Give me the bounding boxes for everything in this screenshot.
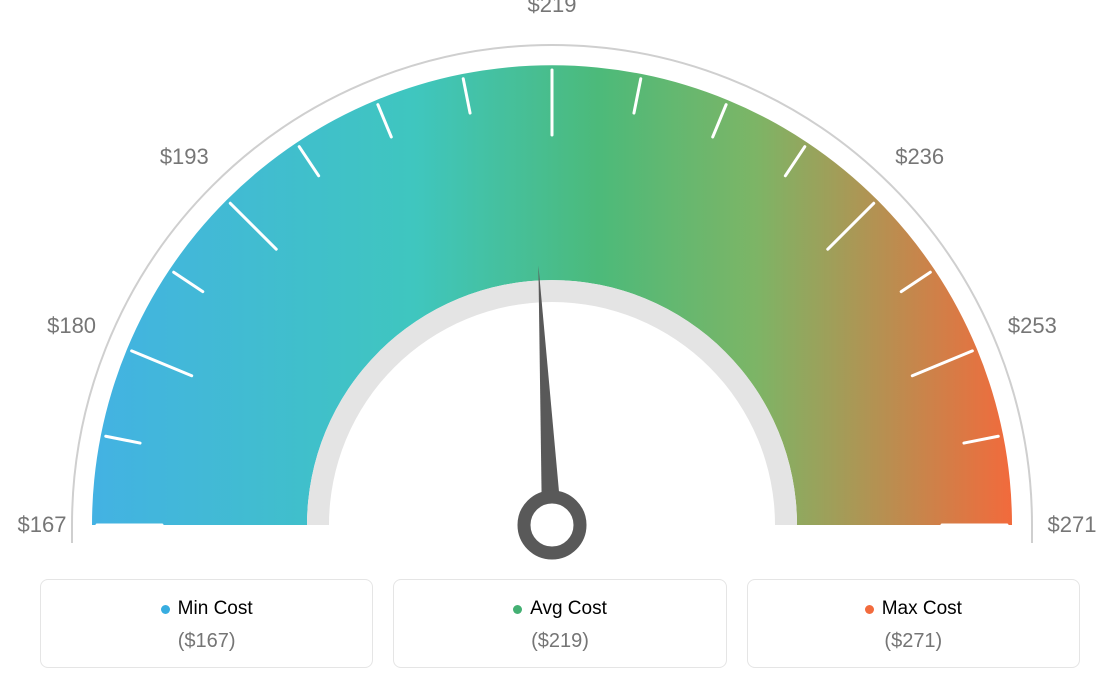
gauge-tick-label: $236: [895, 144, 944, 170]
legend-dot-max: [865, 605, 874, 614]
legend-card-avg: Avg Cost ($219): [393, 579, 726, 668]
gauge-tick-label: $193: [160, 144, 209, 170]
legend-card-max: Max Cost ($271): [747, 579, 1080, 668]
gauge-tick-label: $253: [1008, 313, 1057, 339]
legend-title-min: Min Cost: [161, 598, 253, 620]
legend-value-max: ($271): [758, 630, 1069, 653]
gauge-svg: [0, 0, 1104, 560]
legend-row: Min Cost ($167) Avg Cost ($219) Max Cost…: [40, 579, 1080, 668]
gauge-tick-label: $167: [18, 512, 67, 538]
legend-card-min: Min Cost ($167): [40, 579, 373, 668]
legend-dot-avg: [513, 605, 522, 614]
legend-title-avg: Avg Cost: [513, 598, 607, 620]
gauge-tick-label: $271: [1048, 512, 1097, 538]
legend-label-min: Min Cost: [178, 598, 253, 620]
legend-label-avg: Avg Cost: [530, 598, 607, 620]
gauge-tick-label: $219: [528, 0, 577, 18]
gauge-tick-label: $180: [47, 313, 96, 339]
legend-title-max: Max Cost: [865, 598, 962, 620]
cost-gauge: $167 $180 $193 $219 $236 $253 $271: [0, 0, 1104, 560]
legend-value-avg: ($219): [404, 630, 715, 653]
legend-value-min: ($167): [51, 630, 362, 653]
legend-dot-min: [161, 605, 170, 614]
legend-label-max: Max Cost: [882, 598, 962, 620]
